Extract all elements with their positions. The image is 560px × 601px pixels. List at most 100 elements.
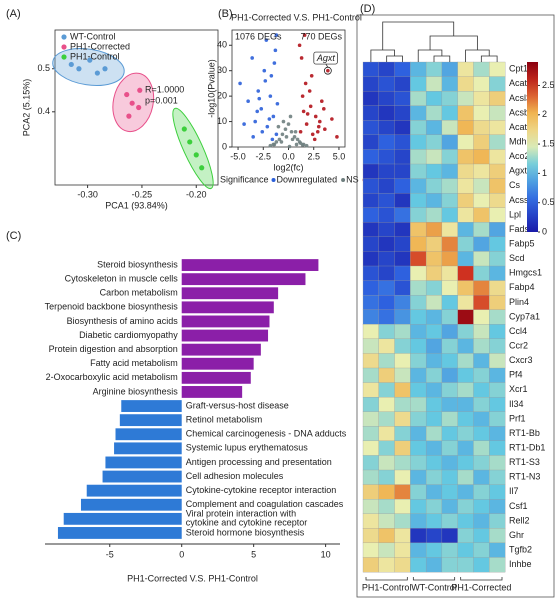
- bar: [181, 315, 270, 328]
- heat-cell: [473, 163, 490, 179]
- heat-cell: [473, 469, 490, 485]
- bar: [181, 371, 251, 384]
- heat-cell: [441, 61, 459, 77]
- heat-cell: [378, 192, 395, 209]
- heat-cell: [425, 498, 443, 515]
- heat-cell: [441, 149, 459, 165]
- heat-cell: [473, 426, 490, 442]
- row-label: Tgfb2: [509, 545, 532, 555]
- heat-cell: [362, 309, 380, 325]
- heat-cell: [473, 105, 490, 121]
- bar: [181, 343, 261, 356]
- heat-cell: [489, 120, 506, 136]
- data-point: [246, 99, 250, 104]
- colorbar: [527, 62, 538, 232]
- heat-cell: [441, 440, 459, 456]
- heat-cell: [425, 134, 443, 150]
- legend-swatch: [341, 178, 346, 182]
- data-point: [279, 140, 284, 144]
- data-point: [87, 57, 93, 63]
- heat-cell: [362, 222, 380, 238]
- data-point: [304, 143, 309, 148]
- category-label: Retinol metabolism: [186, 415, 263, 425]
- heat-cell: [394, 90, 411, 107]
- heat-cell: [378, 396, 395, 413]
- heat-cell: [394, 484, 411, 500]
- heat-cell: [441, 192, 459, 209]
- heat-cell: [457, 455, 474, 471]
- data-point: [283, 127, 288, 131]
- heat-cell: [410, 105, 427, 121]
- heat-cell: [378, 367, 395, 383]
- legend-swatch: [61, 34, 67, 40]
- y-tick-label: 10: [217, 116, 227, 126]
- group-bracket: [460, 577, 503, 581]
- data-point: [124, 91, 130, 98]
- data-point: [259, 107, 264, 111]
- heat-cell: [394, 513, 411, 529]
- data-point: [280, 132, 285, 137]
- data-point: [313, 114, 318, 119]
- legend-swatch: [271, 178, 276, 182]
- heat-cell: [378, 338, 395, 354]
- heat-cell: [489, 90, 506, 107]
- heat-cell: [441, 236, 459, 252]
- heat-cell: [473, 280, 490, 296]
- bar: [57, 527, 182, 539]
- heat-cell: [473, 309, 490, 325]
- heat-cell: [378, 207, 395, 223]
- heat-cell: [425, 163, 443, 179]
- heat-cell: [362, 265, 380, 281]
- row-label: Cpt1b: [509, 64, 533, 74]
- bar: [115, 428, 182, 441]
- y-axis-label: -log10(Pvalue): [206, 59, 216, 118]
- data-point: [94, 70, 100, 76]
- x-tick-label: 0: [179, 549, 184, 559]
- heat-cell: [362, 207, 380, 223]
- heat-cell: [441, 120, 459, 136]
- row-label: RT1-Bb: [509, 428, 540, 438]
- row-label: Fads2: [509, 224, 534, 234]
- category-label: Complement and coagulation cascades: [186, 499, 344, 509]
- heat-cell: [489, 105, 506, 121]
- heat-cell: [378, 324, 395, 340]
- category-label: Antigen processing and presentation: [186, 457, 332, 467]
- category-label: Cell adhesion molecules: [186, 471, 284, 481]
- heat-cell: [410, 455, 427, 471]
- heat-cell: [378, 309, 395, 325]
- data-point: [274, 33, 279, 37]
- heat-cell: [410, 353, 427, 369]
- heat-cell: [457, 61, 474, 77]
- heat-cell: [362, 280, 380, 296]
- heat-cell: [425, 90, 443, 107]
- colorbar-tick-label: 1.5: [542, 138, 555, 148]
- bar: [181, 287, 279, 300]
- heat-cell: [425, 105, 443, 121]
- data-point: [286, 122, 291, 126]
- heat-cell: [489, 411, 506, 427]
- heat-cell: [394, 61, 411, 77]
- heat-cell: [425, 324, 443, 340]
- heat-cell: [425, 265, 443, 281]
- heat-cell: [489, 294, 506, 311]
- heat-cell: [489, 367, 506, 383]
- bar: [80, 498, 182, 511]
- data-point: [268, 143, 273, 148]
- row-label: Inhbe: [509, 559, 532, 569]
- heat-cell: [457, 76, 474, 92]
- row-label: Acsbg1: [509, 107, 539, 117]
- heat-cell: [489, 236, 506, 252]
- heat-cell: [362, 149, 380, 165]
- heat-cell: [394, 498, 411, 515]
- heat-cell: [441, 90, 459, 107]
- heat-cell: [425, 513, 443, 529]
- data-point: [300, 94, 305, 98]
- bar: [181, 357, 254, 370]
- heat-cell: [362, 120, 380, 136]
- legend-swatch: [61, 44, 67, 50]
- row-label: Acsl3: [509, 93, 531, 103]
- heat-cell: [425, 120, 443, 136]
- heat-cell: [410, 396, 427, 413]
- heat-cell: [473, 353, 490, 369]
- heat-cell: [362, 382, 380, 398]
